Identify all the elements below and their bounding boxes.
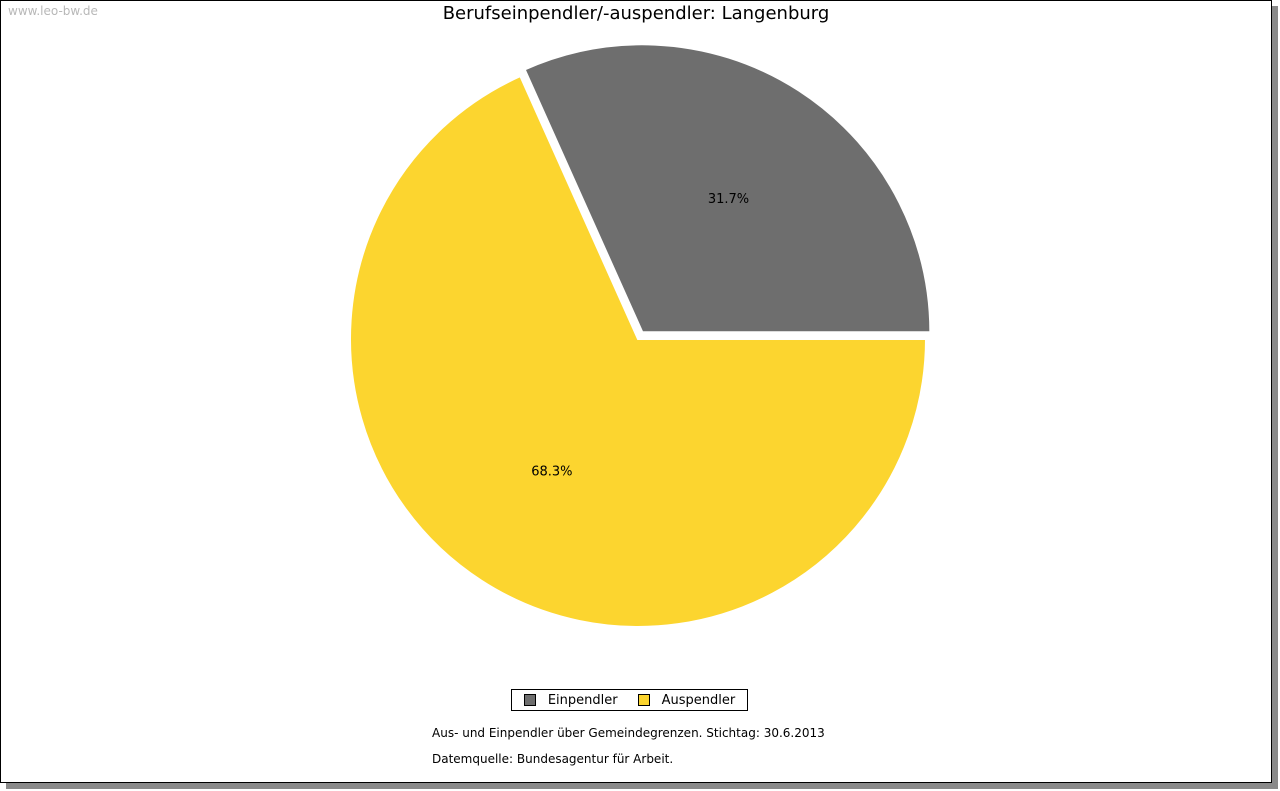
- footnote: Aus- und Einpendler über Gemeindegrenzen…: [432, 726, 825, 740]
- legend-swatch-auspendler: [637, 694, 650, 706]
- slice-label-einpendler: 31.7%: [708, 192, 749, 207]
- pie-slice-auspendler: [349, 74, 928, 628]
- source-note: Datemquelle: Bundesagentur für Arbeit.: [432, 752, 674, 766]
- chart-title: Berufseinpendler/-auspendler: Langenburg: [442, 3, 830, 24]
- legend-item-auspendler: Auspendler: [637, 692, 736, 708]
- legend: Einpendler Auspendler: [511, 689, 748, 711]
- legend-swatch-einpendler: [523, 694, 536, 706]
- watermark: www.leo-bw.de: [8, 4, 98, 18]
- pie-slice-einpendler: [523, 43, 932, 334]
- legend-item-einpendler: Einpendler: [523, 692, 618, 708]
- legend-label-auspendler: Auspendler: [661, 692, 736, 708]
- legend-label-einpendler: Einpendler: [547, 692, 618, 708]
- slice-label-auspendler: 68.3%: [531, 464, 572, 479]
